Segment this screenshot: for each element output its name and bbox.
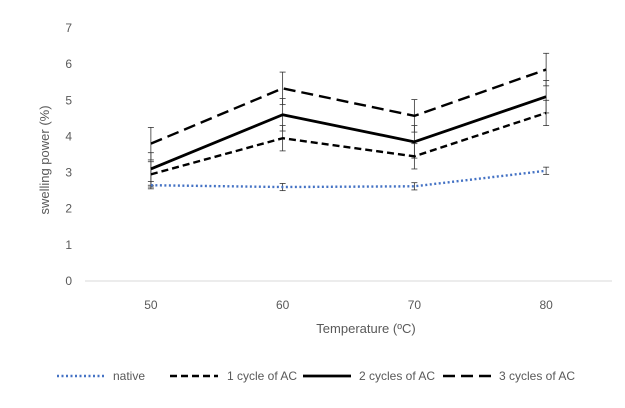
y-tick-label: 4: [65, 129, 72, 143]
series-line: [150, 68, 547, 145]
series-lines: [150, 68, 547, 189]
y-tick-label: 3: [65, 166, 72, 180]
legend: native 1 cycle of AC 2 cycles of AC 3 cycle…: [57, 369, 575, 383]
x-tick-labels: 50 60 70 80: [144, 298, 553, 312]
y-tick-label: 1: [65, 238, 72, 252]
error-bars: [147, 52, 550, 192]
series-line: [150, 95, 547, 171]
y-tick-label: 2: [65, 202, 72, 216]
legend-label: 1 cycle of AC: [227, 369, 297, 383]
legend-label: 2 cycles of AC: [359, 369, 435, 383]
y-tick-labels: 0 1 2 3 4 5 6 7: [65, 21, 72, 288]
y-tick-label: 7: [65, 21, 72, 35]
x-tick-label: 80: [539, 298, 553, 312]
x-tick-label: 70: [408, 298, 422, 312]
x-tick-label: 60: [276, 298, 290, 312]
legend-label: native: [113, 369, 145, 383]
y-tick-label: 5: [65, 93, 72, 107]
series-line: [150, 111, 547, 176]
y-tick-label: 0: [65, 274, 72, 288]
series-line: [150, 169, 547, 189]
y-axis-title: swelling power (%): [37, 105, 52, 214]
legend-label: 3 cycles of AC: [499, 369, 575, 383]
y-tick-label: 6: [65, 57, 72, 71]
x-tick-label: 50: [144, 298, 158, 312]
x-axis-title: Temperature (ºC): [316, 321, 415, 336]
